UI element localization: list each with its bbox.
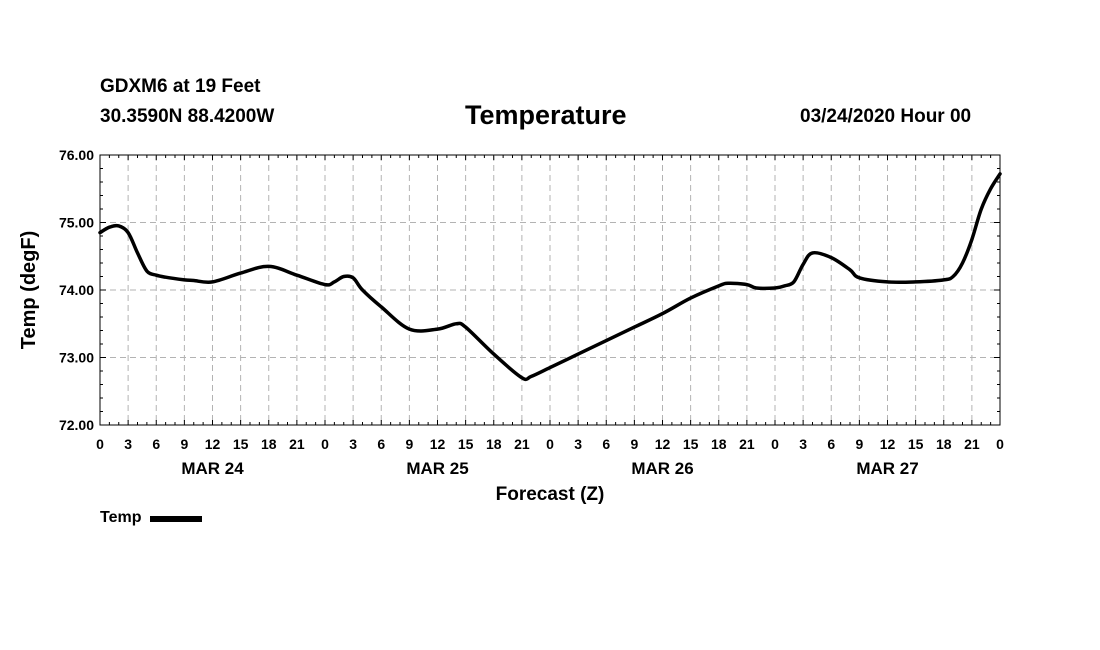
- y-tick-label: 74.00: [59, 282, 94, 298]
- y-tick-label: 76.00: [59, 147, 94, 163]
- x-tick-label: 18: [936, 436, 952, 452]
- day-label: MAR 27: [856, 459, 918, 478]
- day-label: MAR 25: [406, 459, 468, 478]
- x-tick-label: 0: [771, 436, 779, 452]
- x-tick-label: 18: [486, 436, 502, 452]
- x-tick-label: 3: [799, 436, 807, 452]
- x-tick-label: 9: [855, 436, 863, 452]
- x-tick-label: 21: [289, 436, 305, 452]
- y-tick-label: 75.00: [59, 215, 94, 231]
- y-tick-label: 73.00: [59, 350, 94, 366]
- x-tick-label: 21: [964, 436, 980, 452]
- y-tick-labels: 72.00 73.00 74.00 75.00 76.00: [59, 147, 94, 433]
- x-tick-label: 15: [683, 436, 699, 452]
- x-tick-label: 0: [96, 436, 104, 452]
- x-tick-label: 15: [458, 436, 474, 452]
- axis-ticks: [99, 154, 1001, 426]
- forecast-datetime: 03/24/2020 Hour 00: [800, 106, 972, 127]
- x-tick-label: 15: [233, 436, 249, 452]
- x-tick-label: 12: [430, 436, 446, 452]
- x-tick-label: 18: [261, 436, 277, 452]
- series-line-temp: [98, 172, 1002, 382]
- grid-lines: [100, 155, 1000, 425]
- x-tick-label: 15: [908, 436, 924, 452]
- x-tick-label: 3: [349, 436, 357, 452]
- x-tick-labels: 0 3 6 9 12 15 18 21 0 3 6 9 12 15 18 21 0 3 6 9 12 15 18 21 0 3 6 9…: [96, 436, 1004, 452]
- x-tick-label: 9: [630, 436, 638, 452]
- x-tick-label: 9: [405, 436, 413, 452]
- x-tick-label: 6: [827, 436, 835, 452]
- chart-title: Temperature: [465, 100, 627, 130]
- x-tick-label: 3: [124, 436, 132, 452]
- x-tick-label: 6: [152, 436, 160, 452]
- x-tick-label: 3: [574, 436, 582, 452]
- x-tick-label: 0: [321, 436, 329, 452]
- x-tick-label: 9: [180, 436, 188, 452]
- x-tick-label: 12: [880, 436, 896, 452]
- coordinates-label: 30.3590N 88.4200W: [100, 106, 275, 127]
- day-labels: MAR 24 MAR 25 MAR 26 MAR 27: [181, 459, 918, 478]
- x-tick-label: 0: [546, 436, 554, 452]
- day-label: MAR 26: [631, 459, 693, 478]
- x-tick-label: 6: [602, 436, 610, 452]
- day-label: MAR 24: [181, 459, 244, 478]
- y-axis-title: Temp (degF): [18, 231, 40, 350]
- x-tick-label: 21: [739, 436, 755, 452]
- x-tick-label: 21: [514, 436, 530, 452]
- legend: Temp: [100, 509, 203, 527]
- legend-swatch-temp: [150, 516, 203, 522]
- x-tick-label: 12: [205, 436, 221, 452]
- series-layer: [98, 172, 1002, 382]
- legend-label: Temp: [100, 509, 142, 526]
- x-tick-label: 12: [655, 436, 671, 452]
- y-tick-label: 72.00: [59, 417, 94, 433]
- x-tick-label: 18: [711, 436, 727, 452]
- station-label: GDXM6 at 19 Feet: [100, 76, 261, 97]
- x-axis-title: Forecast (Z): [496, 484, 605, 505]
- x-tick-label: 6: [377, 436, 385, 452]
- x-tick-label: 0: [996, 436, 1004, 452]
